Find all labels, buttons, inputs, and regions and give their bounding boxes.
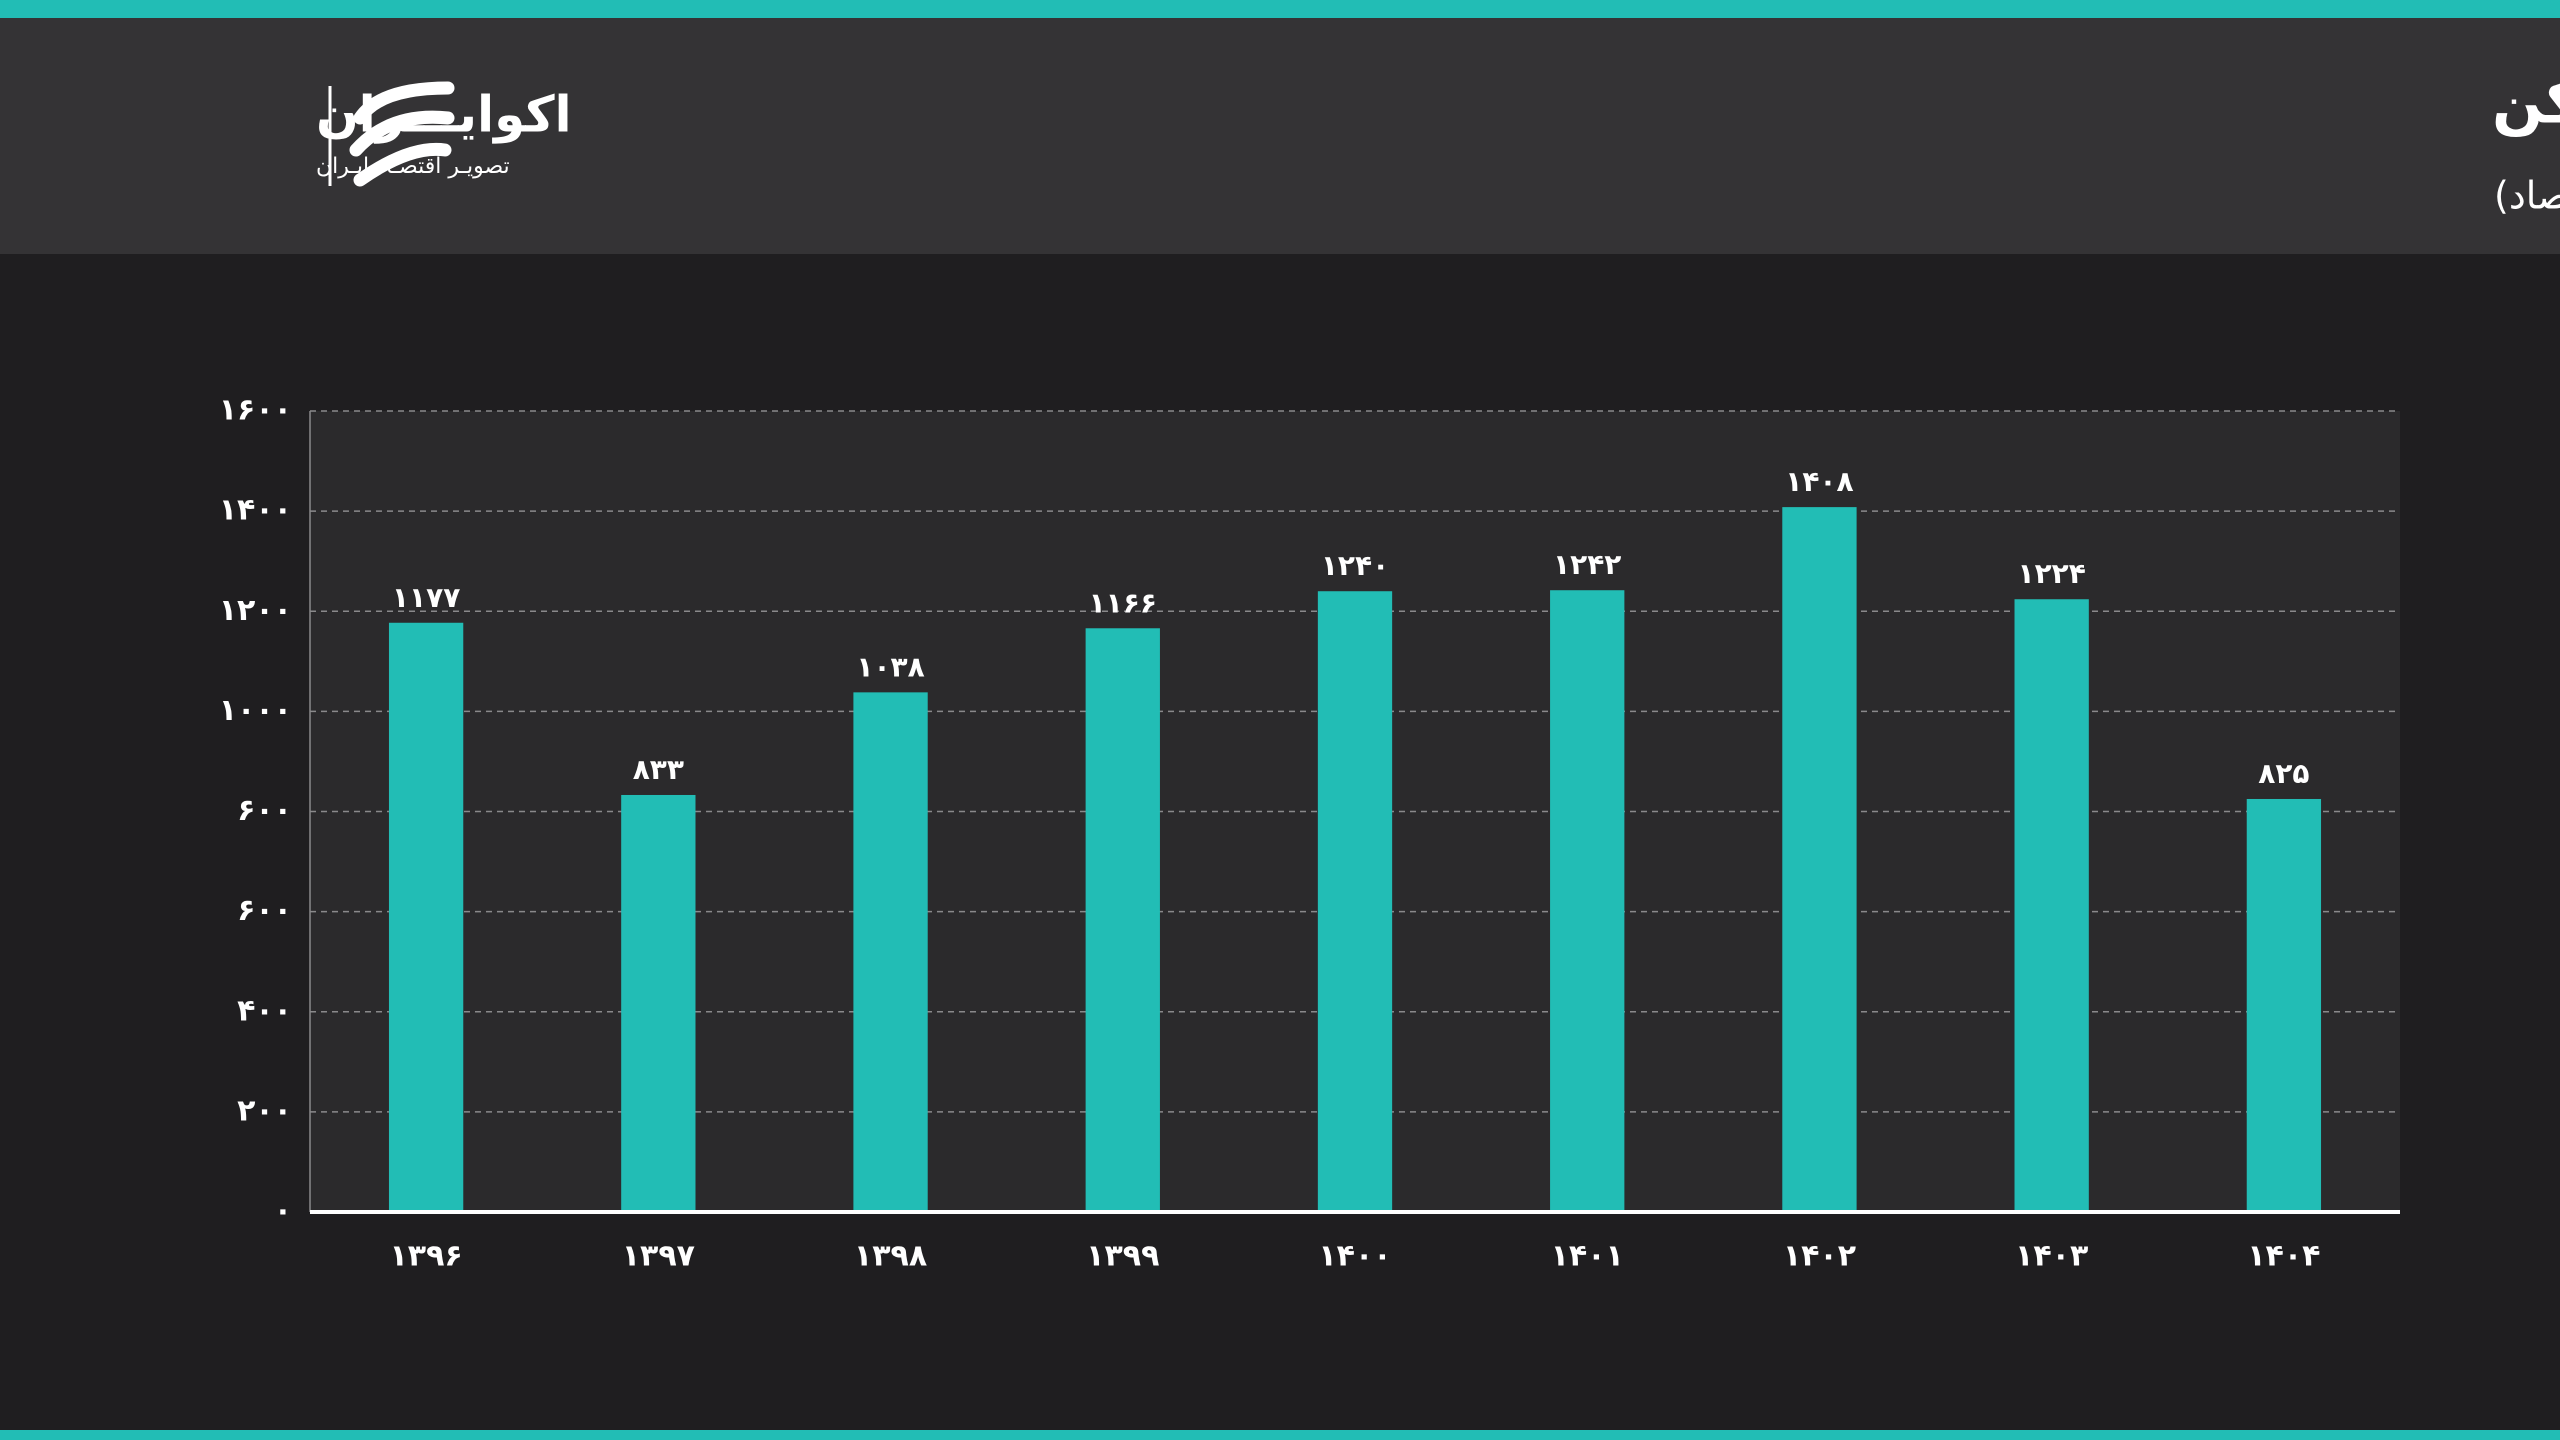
- x-tick-label: ۱۴۰۰: [1318, 1239, 1391, 1274]
- x-tick-label: ۱۴۰۴: [2247, 1239, 2320, 1274]
- logo-stroke: [349, 110, 455, 157]
- value-label: ۱۲۴۰: [1321, 549, 1389, 582]
- x-tick-label: ۱۳۹۷: [622, 1239, 695, 1274]
- bar: [1085, 628, 1160, 1212]
- bar: [853, 692, 928, 1212]
- value-label: ۱۲۴۲: [1553, 548, 1621, 581]
- logo-stroke: [353, 142, 452, 187]
- x-tick-label: ۱۴۰۲: [1783, 1239, 1856, 1274]
- top-stripe: [0, 0, 2560, 18]
- y-tick-label: ۲۰۰: [237, 1093, 292, 1128]
- value-label: ۱۲۲۴: [2017, 557, 2085, 590]
- header: [0, 18, 2560, 254]
- value-label: ۸۳۳: [633, 753, 684, 786]
- y-tick-label: ۶۰۰: [237, 893, 292, 928]
- logo-name: اکوایـــران: [316, 86, 572, 145]
- bottom-stripe: [0, 1430, 2560, 1440]
- logo: اکوایـــران تصویـر اقتصـاد ایـران: [316, 81, 572, 187]
- y-tick-label: ۱۴۰۰: [219, 493, 292, 528]
- y-tick-label: ۴۰۰: [237, 993, 292, 1028]
- value-label: ۱۱۶۶: [1089, 586, 1157, 619]
- value-label: ۱۱۷۷: [392, 581, 460, 614]
- x-tick-label: ۱۴۰۳: [2015, 1239, 2088, 1274]
- x-tick-label: ۱۴۰۱: [1551, 1239, 1624, 1274]
- logo-tagline: تصویـر اقتصـاد ایـران: [316, 154, 510, 179]
- value-label: ۱۰۳۸: [856, 650, 924, 683]
- x-tick-label: ۱۳۹۸: [854, 1239, 927, 1274]
- y-tick-label: ۰: [274, 1194, 292, 1229]
- x-tick-label: ۱۳۹۶: [389, 1239, 462, 1274]
- bar: [2014, 599, 2089, 1212]
- y-tick-label: ۱۲۰۰: [219, 593, 292, 628]
- y-tick-label: ۶۰۰: [237, 793, 292, 828]
- value-label: ۸۲۵: [2258, 757, 2309, 790]
- logo-icon: [349, 81, 455, 187]
- bar: [1550, 590, 1625, 1212]
- bar: [621, 794, 696, 1212]
- x-tick-label: ۱۳۹۹: [1086, 1239, 1159, 1274]
- chart-subtitle: (واحد: دلار- قیمت دلاری مسکن محاسبه شده …: [2494, 174, 2560, 219]
- bar: [1317, 591, 1393, 1212]
- chart-title: قیمت دلاری مسکن: [2492, 68, 2560, 138]
- value-label: ۱۴۰۸: [1785, 465, 1853, 498]
- y-tick-label: ۱۶۰۰: [219, 393, 292, 428]
- bar: [2246, 798, 2322, 1212]
- y-tick-label: ۱۰۰۰: [219, 693, 292, 728]
- bar: [1782, 507, 1857, 1212]
- bar: [388, 622, 464, 1212]
- logo-stroke: [353, 81, 455, 125]
